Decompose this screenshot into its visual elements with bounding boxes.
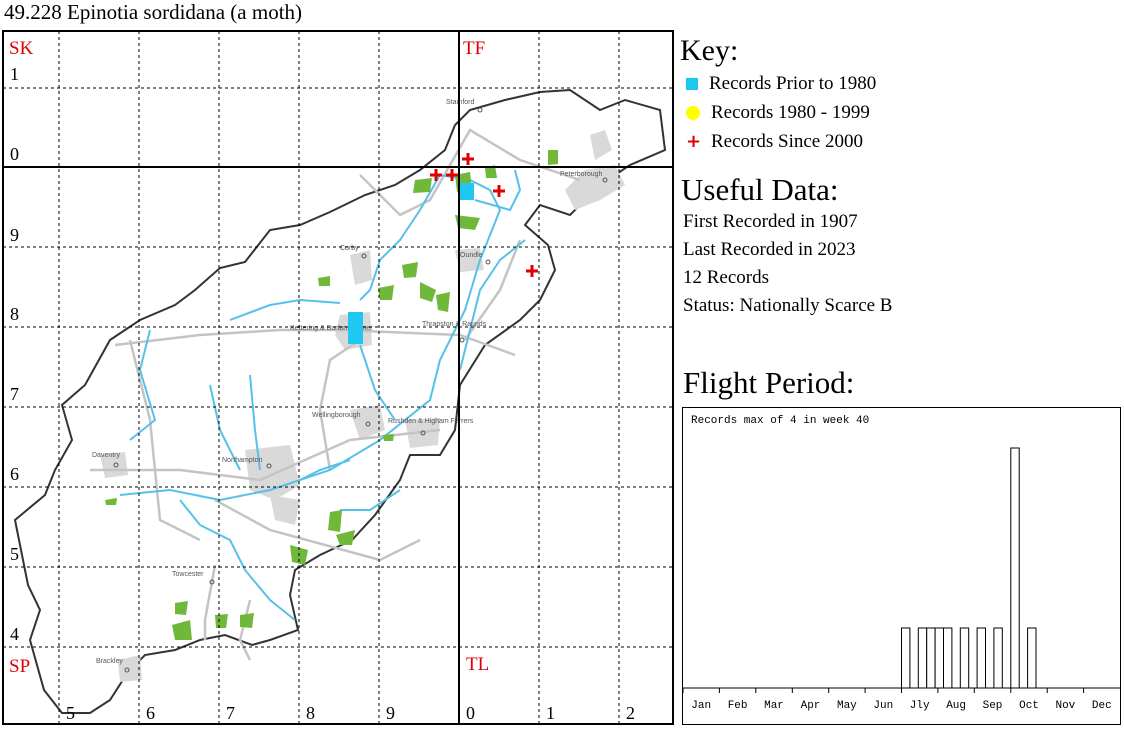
easting-label: 6 bbox=[146, 703, 155, 723]
map-base: Stamford Peterborough Corby Oundle Kette… bbox=[13, 88, 667, 714]
square-label: SK bbox=[9, 38, 34, 59]
roads bbox=[90, 128, 581, 661]
flight-bar bbox=[926, 627, 936, 689]
flight-period-title: Flight Period: bbox=[683, 365, 855, 400]
month-label: Sep bbox=[983, 700, 1003, 712]
northing-label: 8 bbox=[10, 304, 19, 324]
town-labels: Stamford Peterborough Corby Oundle Kette… bbox=[92, 99, 603, 665]
northing-label: 9 bbox=[10, 225, 19, 245]
rivers bbox=[119, 169, 526, 621]
town-label-wellingborough: Wellingborough bbox=[312, 412, 361, 419]
key-item-since-2000: + Records Since 2000 bbox=[686, 131, 863, 153]
flight-bar bbox=[959, 627, 970, 689]
key-label: Records Prior to 1980 bbox=[709, 73, 877, 94]
town-label-rushden: Rushden & Higham Ferrers bbox=[388, 418, 474, 425]
town-label-thrapston: Thrapston & Raunds bbox=[422, 321, 487, 328]
page-title: 49.228 Epinotia sordidana (a moth) bbox=[4, 0, 303, 24]
town-label-kettering: Kettering & Burton Latimer bbox=[290, 325, 373, 332]
northing-label: 4 bbox=[10, 624, 19, 644]
flight-bar bbox=[976, 627, 987, 689]
northing-label: 7 bbox=[10, 384, 19, 404]
record-since-2000-marker bbox=[446, 169, 458, 181]
month-label: May bbox=[837, 700, 857, 712]
town-label-brackley: Brackley bbox=[96, 658, 123, 665]
northing-label: 1 bbox=[10, 64, 19, 84]
key-item-prior-1980: Records Prior to 1980 bbox=[686, 73, 876, 95]
flight-bar bbox=[934, 627, 945, 689]
flight-bar bbox=[1027, 627, 1037, 689]
key-title: Key: bbox=[680, 34, 739, 67]
easting-label: 7 bbox=[226, 703, 235, 723]
blue-square-icon bbox=[686, 78, 698, 90]
easting-label: 2 bbox=[626, 703, 635, 723]
square-label: TL bbox=[466, 654, 489, 675]
key-item-1980-1999: Records 1980 - 1999 bbox=[686, 102, 870, 124]
town-label-northampton: Northampton bbox=[222, 457, 263, 464]
square-label: TF bbox=[463, 38, 485, 59]
month-label: Jun bbox=[873, 700, 893, 712]
northing-label: 0 bbox=[10, 144, 19, 164]
town-label-towcester: Towcester bbox=[172, 571, 204, 578]
month-label: Jan bbox=[691, 700, 711, 712]
grid-lines bbox=[2, 30, 674, 725]
easting-label: 1 bbox=[546, 703, 555, 723]
easting-label: 8 bbox=[306, 703, 315, 723]
record-prior-1980-marker bbox=[460, 183, 474, 200]
easting-label: 9 bbox=[386, 703, 395, 723]
chart-bars bbox=[901, 447, 1037, 689]
month-label: Aug bbox=[946, 700, 966, 712]
flight-bar bbox=[901, 627, 911, 689]
key-label: Records Since 2000 bbox=[711, 131, 863, 152]
record-count: 12 Records bbox=[683, 267, 770, 288]
useful-data-title: Useful Data: bbox=[681, 172, 839, 207]
easting-label: 5 bbox=[66, 703, 75, 723]
town-label-daventry: Daventry bbox=[92, 452, 121, 459]
month-label: Dec bbox=[1092, 700, 1112, 712]
town-label-oundle: Oundle bbox=[460, 252, 483, 259]
flight-period-chart: Records max of 4 in week 40 Jan Feb Mar Apr… bbox=[682, 407, 1121, 725]
record-prior-1980-marker bbox=[348, 312, 363, 344]
town-label-corby: Corby bbox=[340, 245, 359, 252]
town-markers bbox=[113, 107, 608, 673]
northing-label: 5 bbox=[10, 544, 19, 564]
month-label: Nov bbox=[1055, 700, 1075, 712]
record-since-2000-marker bbox=[462, 153, 474, 165]
flight-bar bbox=[917, 627, 928, 689]
flight-bar bbox=[1010, 447, 1020, 689]
first-recorded: First Recorded in 1907 bbox=[683, 211, 858, 232]
map-frame bbox=[2, 30, 674, 725]
town-label-peterborough: Peterborough bbox=[560, 171, 603, 178]
woodland bbox=[105, 150, 558, 640]
record-since-2000-marker bbox=[493, 185, 505, 197]
month-label: Feb bbox=[728, 700, 748, 712]
chart-caption: Records max of 4 in week 40 bbox=[691, 415, 869, 427]
easting-label: 0 bbox=[466, 703, 475, 723]
month-label: Oct bbox=[1019, 700, 1039, 712]
month-axis: Jan Feb Mar Apr May Jun Jly Aug Sep Oct Nov Dec bbox=[682, 688, 1112, 712]
northing-label: 6 bbox=[10, 464, 19, 484]
county-boundary bbox=[13, 88, 667, 714]
record-markers bbox=[348, 153, 538, 344]
square-label: SP bbox=[9, 656, 30, 677]
month-label: Mar bbox=[764, 700, 784, 712]
record-since-2000-marker bbox=[526, 265, 538, 277]
conservation-status: Status: Nationally Scarce B bbox=[683, 295, 893, 316]
flight-bar bbox=[993, 627, 1003, 689]
last-recorded: Last Recorded in 2023 bbox=[683, 239, 856, 260]
month-label: Jly bbox=[910, 700, 930, 712]
key-label: Records 1980 - 1999 bbox=[711, 102, 870, 123]
red-plus-icon: + bbox=[686, 131, 702, 152]
month-label: Apr bbox=[801, 700, 821, 712]
town-label-stamford: Stamford bbox=[446, 99, 475, 106]
yellow-dot-icon bbox=[686, 106, 700, 120]
record-since-2000-marker bbox=[430, 169, 442, 181]
flight-bar bbox=[943, 627, 953, 689]
